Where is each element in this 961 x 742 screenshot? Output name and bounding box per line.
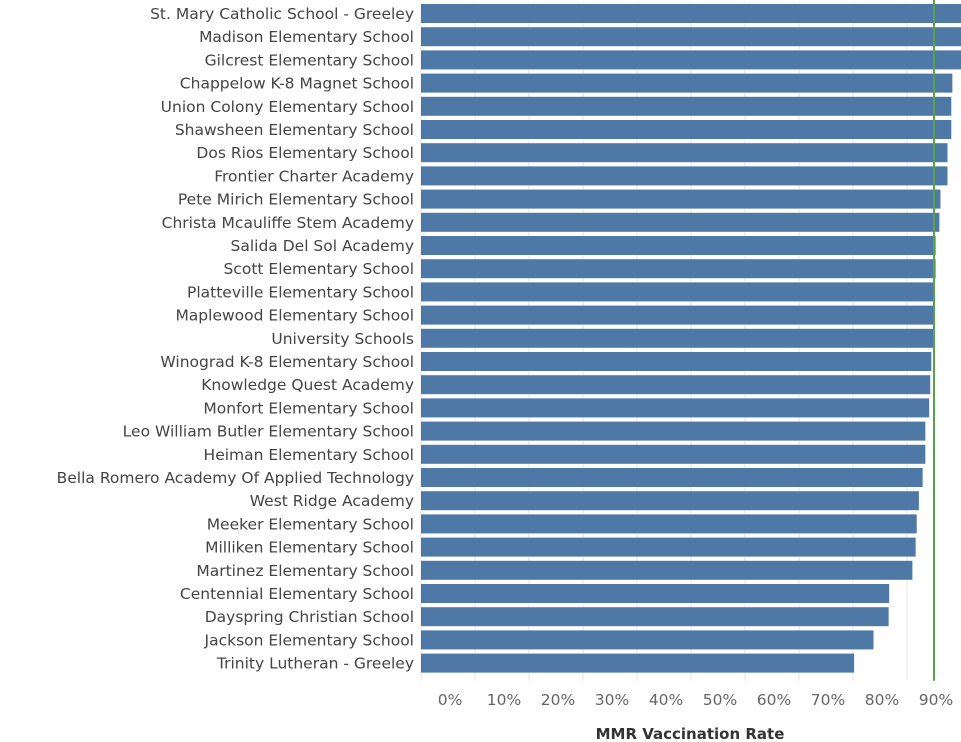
x-tick-label: 90% xyxy=(919,691,953,709)
x-axis-ticks: 0% 10% 20% 30% 40% 50% 60% 70% 80% 90% xyxy=(438,691,954,709)
category-label: University Schools xyxy=(271,330,414,348)
bar xyxy=(421,120,952,139)
category-label: Gilcrest Elementary School xyxy=(205,51,414,69)
category-label: Jackson Elementary School xyxy=(204,631,414,649)
bar xyxy=(421,259,936,279)
x-tick-label: 40% xyxy=(649,691,683,709)
x-tick-label: 50% xyxy=(703,691,737,709)
bar xyxy=(421,352,932,371)
category-label: St. Mary Catholic School - Greeley xyxy=(150,5,414,23)
category-label: Monfort Elementary School xyxy=(203,399,414,417)
bar xyxy=(421,50,961,70)
bar xyxy=(421,27,961,47)
bar xyxy=(421,421,926,441)
category-label: Meeker Elementary School xyxy=(207,515,414,533)
bar xyxy=(421,398,930,418)
bar xyxy=(421,236,936,255)
category-label: Milliken Elementary School xyxy=(205,539,414,557)
category-label: Platteville Elementary School xyxy=(187,283,414,301)
category-label: Martinez Elementary School xyxy=(196,562,414,580)
category-label: Knowledge Quest Academy xyxy=(201,376,414,394)
bar xyxy=(421,212,940,232)
bar xyxy=(421,560,913,580)
x-axis-title: MMR Vaccination Rate xyxy=(596,725,785,742)
x-tick-label: 30% xyxy=(595,691,629,709)
x-tick-label: 80% xyxy=(865,691,899,709)
bar xyxy=(421,653,855,673)
bar xyxy=(421,96,952,116)
bar xyxy=(421,189,941,209)
category-label: West Ridge Academy xyxy=(250,492,414,510)
category-label: Dayspring Christian School xyxy=(205,608,414,626)
x-tick-label: 60% xyxy=(757,691,791,709)
category-label: Madison Elementary School xyxy=(199,28,414,46)
category-label: Chappelow K-8 Magnet School xyxy=(180,75,414,93)
bar xyxy=(421,630,874,650)
x-tick-label: 10% xyxy=(487,691,521,709)
category-label: Union Colony Elementary School xyxy=(161,98,414,116)
bar xyxy=(421,73,953,93)
category-labels: St. Mary Catholic School - Greeley Madiso… xyxy=(57,5,414,673)
bar xyxy=(421,4,961,23)
category-label: Heiman Elementary School xyxy=(204,446,414,464)
bar xyxy=(421,468,923,487)
bar xyxy=(421,282,935,302)
bar xyxy=(421,166,948,186)
category-label: Shawsheen Elementary School xyxy=(175,121,414,139)
bar xyxy=(421,607,889,627)
bar xyxy=(421,584,890,603)
bars xyxy=(421,4,961,673)
category-label: Centennial Elementary School xyxy=(180,585,414,603)
bar xyxy=(421,375,931,395)
bar xyxy=(421,537,916,557)
bar xyxy=(421,143,948,163)
x-tick-label: 70% xyxy=(811,691,845,709)
bar xyxy=(421,328,935,348)
category-label: Dos Rios Elementary School xyxy=(196,144,414,162)
category-label: Salida Del Sol Academy xyxy=(231,237,414,255)
category-label: Maplewood Elementary School xyxy=(175,307,414,325)
category-label: Trinity Lutheran - Greeley xyxy=(216,655,414,673)
x-tick-label: 0% xyxy=(438,691,463,709)
bar xyxy=(421,514,917,534)
category-label: Scott Elementary School xyxy=(223,260,414,278)
category-label: Frontier Charter Academy xyxy=(214,167,414,185)
category-label: Christa Mcauliffe Stem Academy xyxy=(162,214,414,232)
category-label: Bella Romero Academy Of Applied Technolo… xyxy=(57,469,414,487)
category-label: Leo William Butler Elementary School xyxy=(123,423,414,441)
category-label: Pete Mirich Elementary School xyxy=(178,191,414,209)
bar xyxy=(421,305,935,325)
category-label: Winograd K-8 Elementary School xyxy=(160,353,414,371)
x-tick-label: 20% xyxy=(541,691,575,709)
bar xyxy=(421,444,926,464)
bar xyxy=(421,491,919,511)
